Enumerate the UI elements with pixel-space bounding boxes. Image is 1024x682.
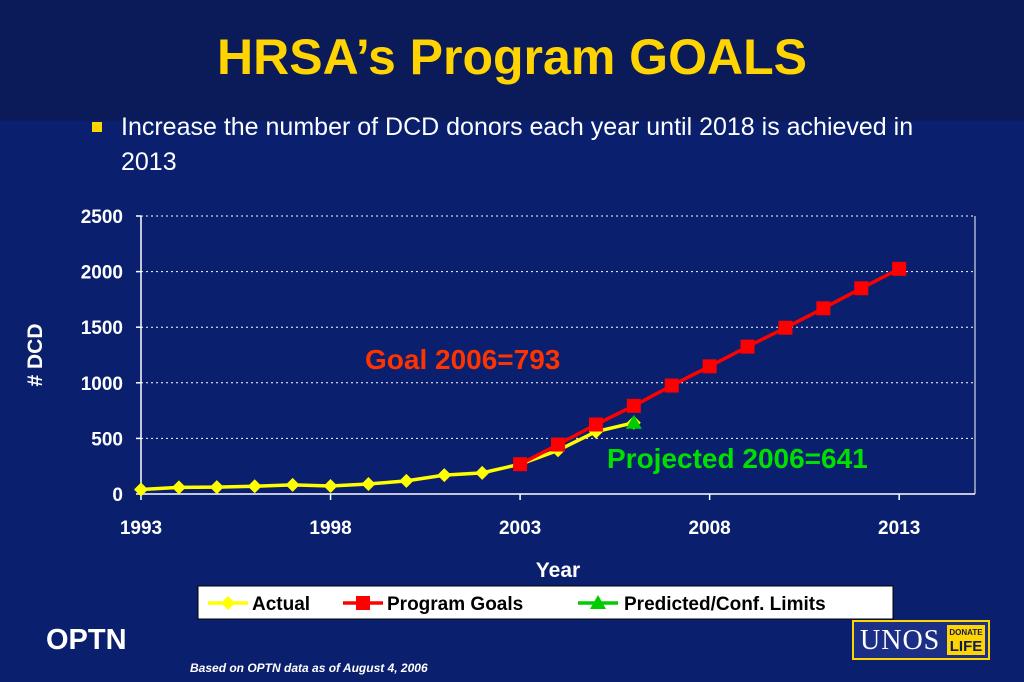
legend-label: Program Goals bbox=[387, 594, 523, 615]
data-point-series-2 bbox=[816, 301, 831, 316]
y-axis-label: # DCD bbox=[24, 323, 47, 386]
x-axis-label: Year bbox=[536, 559, 580, 582]
unos-logo-text: UNOS bbox=[860, 625, 941, 656]
data-point-series-1 bbox=[134, 482, 148, 497]
data-point-series-1 bbox=[209, 480, 224, 495]
data-point-series-1 bbox=[285, 477, 300, 492]
x-tick-label: 2003 bbox=[499, 518, 541, 539]
data-point-series-2 bbox=[702, 359, 717, 374]
data-point-series-3 bbox=[625, 414, 642, 429]
y-tick-label: 2500 bbox=[81, 207, 123, 228]
y-tick-label: 1000 bbox=[81, 374, 123, 395]
legend-swatch-marker bbox=[590, 595, 606, 609]
data-point-series-2 bbox=[664, 378, 679, 393]
legend-box bbox=[197, 585, 894, 620]
legend-label: Actual bbox=[252, 594, 310, 615]
x-tick-label: 2013 bbox=[878, 518, 920, 539]
data-point-series-2 bbox=[778, 320, 793, 335]
data-point-series-1 bbox=[399, 473, 414, 488]
data-point-series-2 bbox=[626, 398, 641, 413]
slide-title: HRSA’s Program GOALS bbox=[217, 29, 807, 85]
data-point-series-2 bbox=[588, 417, 603, 432]
data-point-series-2 bbox=[513, 457, 528, 472]
data-point-series-2 bbox=[854, 281, 869, 296]
data-point-series-2 bbox=[551, 437, 565, 452]
x-tick-label: 1993 bbox=[120, 518, 162, 539]
bullet-square-icon bbox=[92, 122, 102, 132]
data-point-series-1 bbox=[323, 478, 338, 493]
data-point-series-2 bbox=[892, 261, 907, 276]
footnote: Based on OPTN data as of August 4, 2006 bbox=[190, 661, 428, 675]
legend-swatch-marker bbox=[356, 596, 370, 610]
x-tick-label: 2008 bbox=[688, 518, 730, 539]
y-tick-label: 0 bbox=[112, 485, 123, 506]
x-tick-label: 1998 bbox=[309, 518, 351, 539]
unos-donate-life-logo: UNOS DONATE LIFE bbox=[852, 620, 990, 660]
series-line-1 bbox=[140, 421, 635, 492]
annotation-projected: Projected 2006=641 bbox=[607, 443, 868, 474]
donate-life-badge: DONATE LIFE bbox=[947, 625, 985, 655]
bullet-text: Increase the number of DCD donors each y… bbox=[121, 113, 914, 176]
y-tick-label: 1500 bbox=[81, 318, 123, 339]
badge-top-text: DONATE bbox=[949, 628, 983, 637]
data-point-series-1 bbox=[171, 480, 186, 495]
annotation-goal: Goal 2006=793 bbox=[365, 344, 560, 375]
data-point-series-1 bbox=[475, 465, 490, 480]
data-point-series-1 bbox=[437, 468, 452, 483]
optn-brand: OPTN bbox=[46, 624, 127, 656]
data-point-series-1 bbox=[247, 479, 262, 494]
data-point-series-1 bbox=[361, 476, 376, 491]
legend-label: Predicted/Conf. Limits bbox=[624, 594, 826, 615]
legend-swatch-marker bbox=[221, 596, 235, 610]
y-tick-label: 2000 bbox=[81, 263, 123, 284]
data-point-series-2 bbox=[740, 339, 755, 354]
y-tick-label: 500 bbox=[91, 429, 123, 450]
badge-bottom-text: LIFE bbox=[949, 638, 983, 655]
